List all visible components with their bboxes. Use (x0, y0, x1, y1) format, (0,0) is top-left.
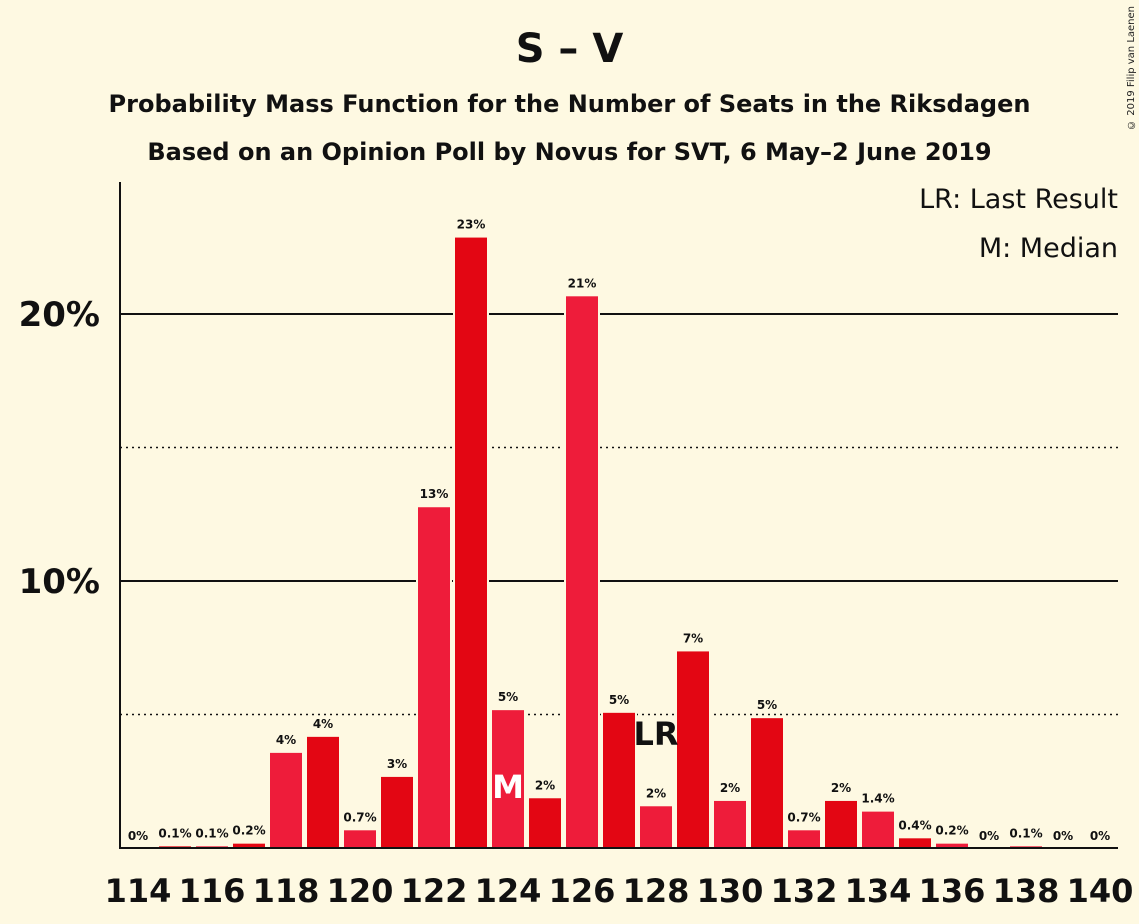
value-label-seat-136: 0.2% (935, 824, 968, 838)
value-label-seat-130: 2% (720, 781, 740, 795)
value-label-seat-125: 2% (535, 778, 555, 792)
bar-seat-132 (786, 828, 822, 849)
value-label-seat-114: 0% (128, 829, 148, 843)
x-tick-label-122: 122 (401, 872, 468, 910)
value-label-seat-128: 2% (646, 786, 666, 800)
gridlines (120, 313, 1118, 716)
value-label-seat-115: 0.1% (158, 826, 191, 840)
value-label-seat-129: 7% (683, 631, 703, 645)
value-label-seat-137: 0% (979, 829, 999, 843)
x-tick-label-116: 116 (179, 872, 246, 910)
last-result-marker: LR (633, 715, 678, 753)
x-tick-label-136: 136 (919, 872, 986, 910)
value-label-seat-116: 0.1% (195, 826, 228, 840)
chart-title: S – V (515, 26, 624, 72)
bar-seat-122 (416, 505, 452, 849)
x-tick-label-134: 134 (845, 872, 912, 910)
value-label-seat-117: 0.2% (232, 824, 265, 838)
value-label-seat-140: 0% (1090, 829, 1110, 843)
value-label-seat-131: 5% (757, 698, 777, 712)
value-label-seat-127: 5% (609, 693, 629, 707)
chart-subtitle-2: Based on an Opinion Poll by Novus for SV… (147, 138, 992, 166)
bars (157, 235, 1044, 850)
bar-seat-118 (268, 750, 304, 850)
bar-seat-134 (860, 809, 896, 849)
bar-seat-131 (749, 716, 785, 849)
value-label-seat-122: 13% (420, 487, 449, 501)
x-tick-label-128: 128 (623, 872, 690, 910)
bar-seat-125 (527, 796, 563, 850)
bar-seat-124 (490, 708, 526, 849)
bar-seat-133 (823, 798, 859, 850)
x-tick-label-124: 124 (475, 872, 542, 910)
x-tick-label-118: 118 (253, 872, 320, 910)
value-label-seat-124: 5% (498, 690, 518, 704)
bar-seat-128 (638, 804, 674, 850)
x-tick-label-138: 138 (993, 872, 1060, 910)
value-label-seat-135: 0.4% (898, 818, 931, 832)
bar-seat-126 (564, 294, 600, 849)
legend-median: M: Median (979, 233, 1118, 264)
value-label-seat-138: 0.1% (1009, 826, 1042, 840)
value-label-seat-121: 3% (387, 757, 407, 771)
value-label-seat-139: 0% (1053, 829, 1073, 843)
legend-last-result: LR: Last Result (919, 184, 1118, 215)
x-tick-label-120: 120 (327, 872, 394, 910)
bar-seat-129 (675, 649, 711, 849)
value-label-seat-126: 21% (568, 276, 597, 290)
x-tick-label-114: 114 (105, 872, 172, 910)
x-tick-label-140: 140 (1067, 872, 1134, 910)
x-tick-label-126: 126 (549, 872, 616, 910)
value-label-seat-118: 4% (276, 733, 296, 747)
bar-seat-121 (379, 774, 415, 849)
y-tick-label-10: 10% (19, 562, 100, 602)
bar-seat-123 (453, 235, 489, 849)
value-label-seat-133: 2% (831, 781, 851, 795)
axes: 10%20%114 116 118 120 122 124 126 128 130 132 134 1… (19, 182, 1134, 910)
value-label-seat-120: 0.7% (343, 810, 376, 824)
median-marker: M (492, 768, 524, 806)
value-label-seat-123: 23% (457, 218, 486, 232)
bar-value-labels: 0% 0.1% 0.1% 0.2% 4% 4% 0.7% 3% 13% 23% 5% M 2% 21% 5%… (128, 218, 1110, 843)
value-label-seat-132: 0.7% (787, 810, 820, 824)
bar-seat-127 (601, 710, 637, 850)
bar-seat-120 (342, 828, 378, 849)
bar-seat-119 (305, 734, 341, 849)
x-tick-label-130: 130 (697, 872, 764, 910)
value-label-seat-119: 4% (313, 717, 333, 731)
chart-subtitle-1: Probability Mass Function for the Number… (108, 90, 1031, 118)
value-label-seat-134: 1.4% (861, 792, 894, 806)
y-tick-label-20: 20% (19, 295, 100, 335)
bar-seat-130 (712, 798, 748, 850)
x-tick-label-132: 132 (771, 872, 838, 910)
bar-seat-135 (897, 836, 933, 850)
